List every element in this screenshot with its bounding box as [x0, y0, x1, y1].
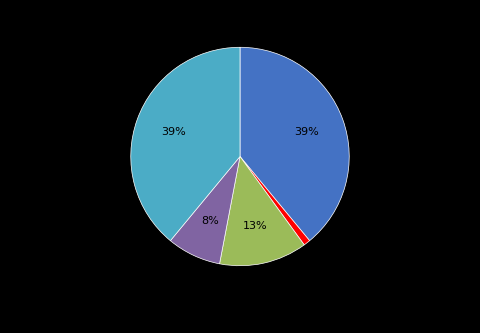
- Wedge shape: [240, 47, 349, 241]
- Wedge shape: [219, 157, 304, 266]
- Text: 8%: 8%: [201, 216, 219, 226]
- Wedge shape: [170, 157, 240, 264]
- Text: 39%: 39%: [294, 128, 319, 138]
- Wedge shape: [131, 47, 240, 241]
- Wedge shape: [240, 157, 310, 245]
- Text: 13%: 13%: [243, 221, 268, 231]
- Text: 1%: 1%: [0, 332, 1, 333]
- Text: 39%: 39%: [161, 128, 186, 138]
